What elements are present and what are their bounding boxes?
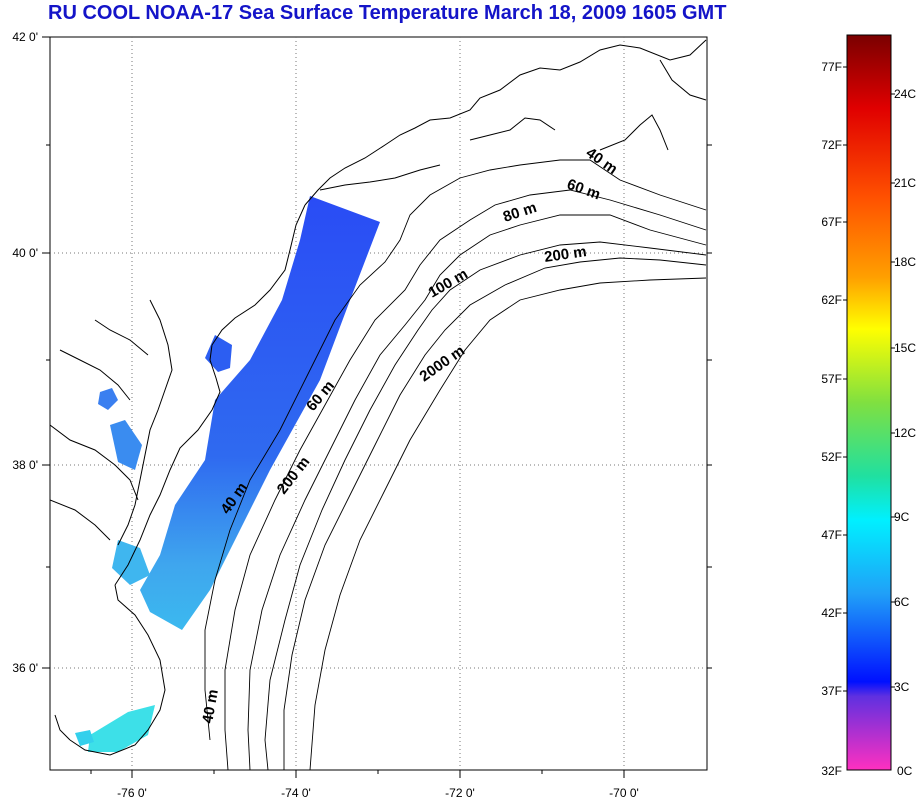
- lon-label: -70 0': [609, 786, 639, 800]
- isobath-lines: [204, 159, 707, 770]
- sst-swath: [75, 196, 380, 752]
- isobath-label: 200 m: [543, 243, 587, 266]
- longitude-labels: -76 0' -74 0' -72 0' -70 0': [117, 786, 639, 800]
- lat-label: 42 0': [12, 30, 38, 44]
- lon-label: -74 0': [281, 786, 311, 800]
- colorbar-f-label: 77F: [821, 60, 842, 74]
- colorbar-f-label: 52F: [821, 450, 842, 464]
- colorbar-f-label: 72F: [821, 138, 842, 152]
- lon-label: -72 0': [445, 786, 475, 800]
- colorbar-f-label: 62F: [821, 293, 842, 307]
- latitude-labels: 42 0' 40 0' 38 0' 36 0': [12, 30, 38, 675]
- map-title: RU COOL NOAA-17 Sea Surface Temperature …: [48, 2, 727, 24]
- colorbar-c-label: 9C: [894, 510, 910, 524]
- isobath-label: 40 m: [199, 688, 222, 725]
- colorbar-f-label: 37F: [821, 684, 842, 698]
- colorbar: 77F 72F 67F 62F 57F 52F 47F 42F 37F 32F …: [821, 34, 916, 778]
- axis-ticks: [42, 36, 712, 778]
- colorbar-f-label: 42F: [821, 606, 842, 620]
- colorbar-f-label: 67F: [821, 215, 842, 229]
- colorbar-f-label: 57F: [821, 372, 842, 386]
- colorbar-c-label: 15C: [894, 341, 916, 355]
- colorbar-c-label: 3C: [894, 680, 910, 694]
- colorbar-f-label: 32F: [821, 764, 842, 778]
- coastline: [50, 39, 707, 756]
- colorbar-gradient: [846, 34, 892, 771]
- colorbar-c-label: 24C: [894, 87, 916, 101]
- colorbar-c-label: 0C: [897, 764, 913, 778]
- lon-label: -76 0': [117, 786, 147, 800]
- colorbar-c-label: 12C: [894, 426, 916, 440]
- lat-label: 38 0': [12, 458, 38, 472]
- colorbar-c-label: 18C: [894, 255, 916, 269]
- colorbar-f-label: 47F: [821, 528, 842, 542]
- colorbar-c-label: 21C: [894, 176, 916, 190]
- graticule: [50, 37, 707, 770]
- lat-label: 40 0': [12, 246, 38, 260]
- colorbar-c-label: 6C: [894, 595, 910, 609]
- lat-label: 36 0': [12, 661, 38, 675]
- map-frame: [49, 36, 708, 771]
